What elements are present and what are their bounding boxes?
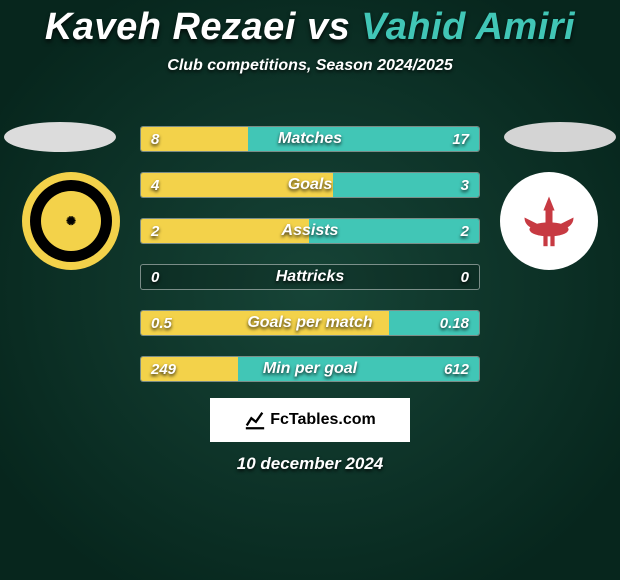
player1-nameplate-ellipse bbox=[4, 122, 116, 152]
stat-value-p2: 2 bbox=[461, 219, 469, 243]
stat-value-p1: 2 bbox=[151, 219, 159, 243]
stat-row: Min per goal249 612 bbox=[140, 356, 480, 382]
subtitle: Club competitions, Season 2024/2025 bbox=[0, 57, 620, 75]
stat-label: Goals per match bbox=[141, 311, 479, 335]
comparison-title: Kaveh Rezaei vs Vahid Amiri bbox=[0, 0, 620, 49]
branding-box: FcTables.com bbox=[210, 398, 410, 442]
player2-club-badge bbox=[500, 172, 598, 270]
generation-date: 10 december 2024 bbox=[0, 454, 620, 474]
vs-label: vs bbox=[307, 6, 350, 48]
stat-value-p2: 0.18 bbox=[440, 311, 469, 335]
stat-label: Assists bbox=[141, 219, 479, 243]
stat-value-p2: 612 bbox=[444, 357, 469, 381]
player2-nameplate-ellipse bbox=[504, 122, 616, 152]
stat-value-p1: 0 bbox=[151, 265, 159, 289]
stat-label: Hattricks bbox=[141, 265, 479, 289]
stat-value-p2: 3 bbox=[461, 173, 469, 197]
player2-name: Vahid Amiri bbox=[361, 6, 575, 48]
stat-label: Matches bbox=[141, 127, 479, 151]
branding-text: FcTables.com bbox=[270, 411, 376, 429]
player1-name: Kaveh Rezaei bbox=[45, 6, 296, 48]
stat-value-p1: 249 bbox=[151, 357, 176, 381]
stat-value-p1: 8 bbox=[151, 127, 159, 151]
sepahan-badge-icon: ✺ bbox=[41, 191, 101, 251]
persepolis-badge-icon bbox=[514, 186, 584, 256]
stat-value-p2: 17 bbox=[452, 127, 469, 151]
stat-row: Assists2 2 bbox=[140, 218, 480, 244]
stat-value-p1: 4 bbox=[151, 173, 159, 197]
player1-club-badge: ✺ bbox=[22, 172, 120, 270]
stat-row: Goals per match0.5 0.18 bbox=[140, 310, 480, 336]
stat-value-p2: 0 bbox=[461, 265, 469, 289]
stat-value-p1: 0.5 bbox=[151, 311, 172, 335]
stat-row: Matches8 17 bbox=[140, 126, 480, 152]
stat-label: Goals bbox=[141, 173, 479, 197]
stat-row: Goals4 3 bbox=[140, 172, 480, 198]
stat-row: Hattricks0 0 bbox=[140, 264, 480, 290]
stat-label: Min per goal bbox=[141, 357, 479, 381]
chart-icon bbox=[244, 409, 266, 431]
stat-bars-container: Matches8 17 Goals4 3 Assists2 2 Hattricks0 0 Goa… bbox=[140, 126, 480, 402]
